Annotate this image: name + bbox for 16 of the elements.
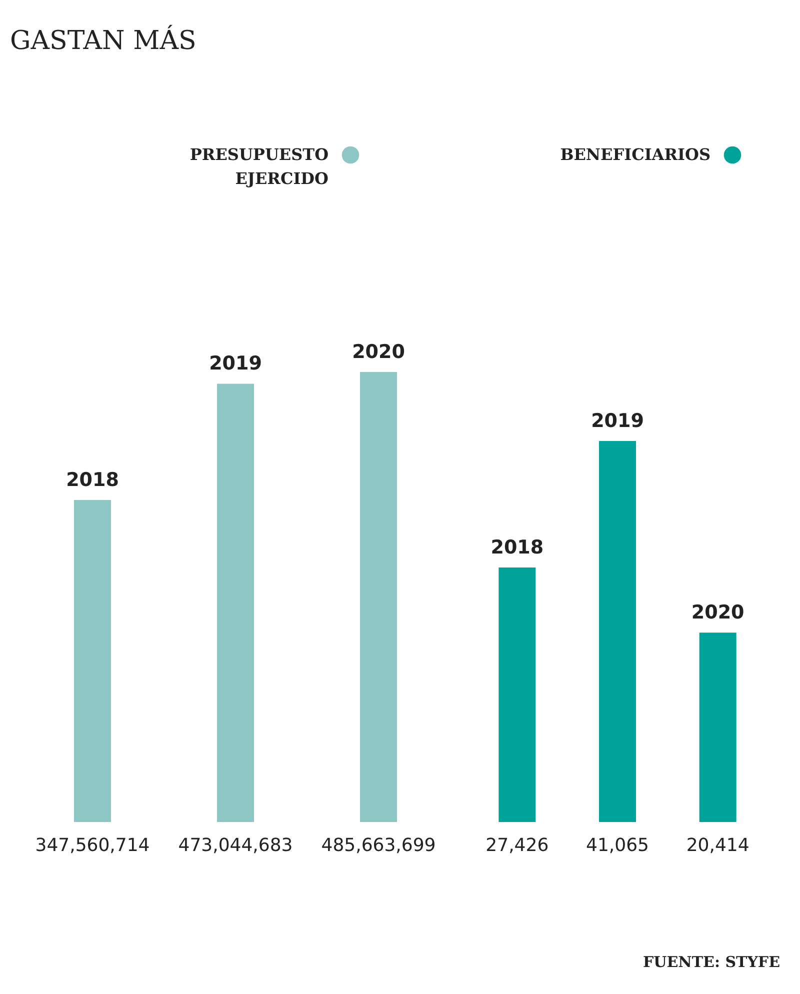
- x-tick-label: 2019: [591, 410, 644, 432]
- x-tick-label: 2018: [66, 468, 119, 491]
- data-label: 473,044,683: [178, 835, 293, 856]
- x-tick-label: 2019: [209, 352, 262, 375]
- legend-label: BENEFICIARIOS: [560, 145, 710, 164]
- data-label: 485,663,699: [321, 835, 436, 856]
- data-label: 41,065: [586, 835, 649, 856]
- legend-label: PRESUPUESTO EJERCIDO: [190, 145, 329, 188]
- chart-title: GASTAN MÁS: [10, 24, 196, 56]
- source-note: FUENTE: STYFE: [642, 953, 780, 971]
- x-tick-label: 2020: [691, 602, 744, 624]
- data-label: 20,414: [686, 835, 750, 856]
- x-tick-label: 2018: [490, 536, 544, 559]
- x-tick-label: 2020: [352, 341, 405, 363]
- data-label: 347,560,714: [35, 835, 150, 856]
- data-label: 27,426: [486, 835, 549, 856]
